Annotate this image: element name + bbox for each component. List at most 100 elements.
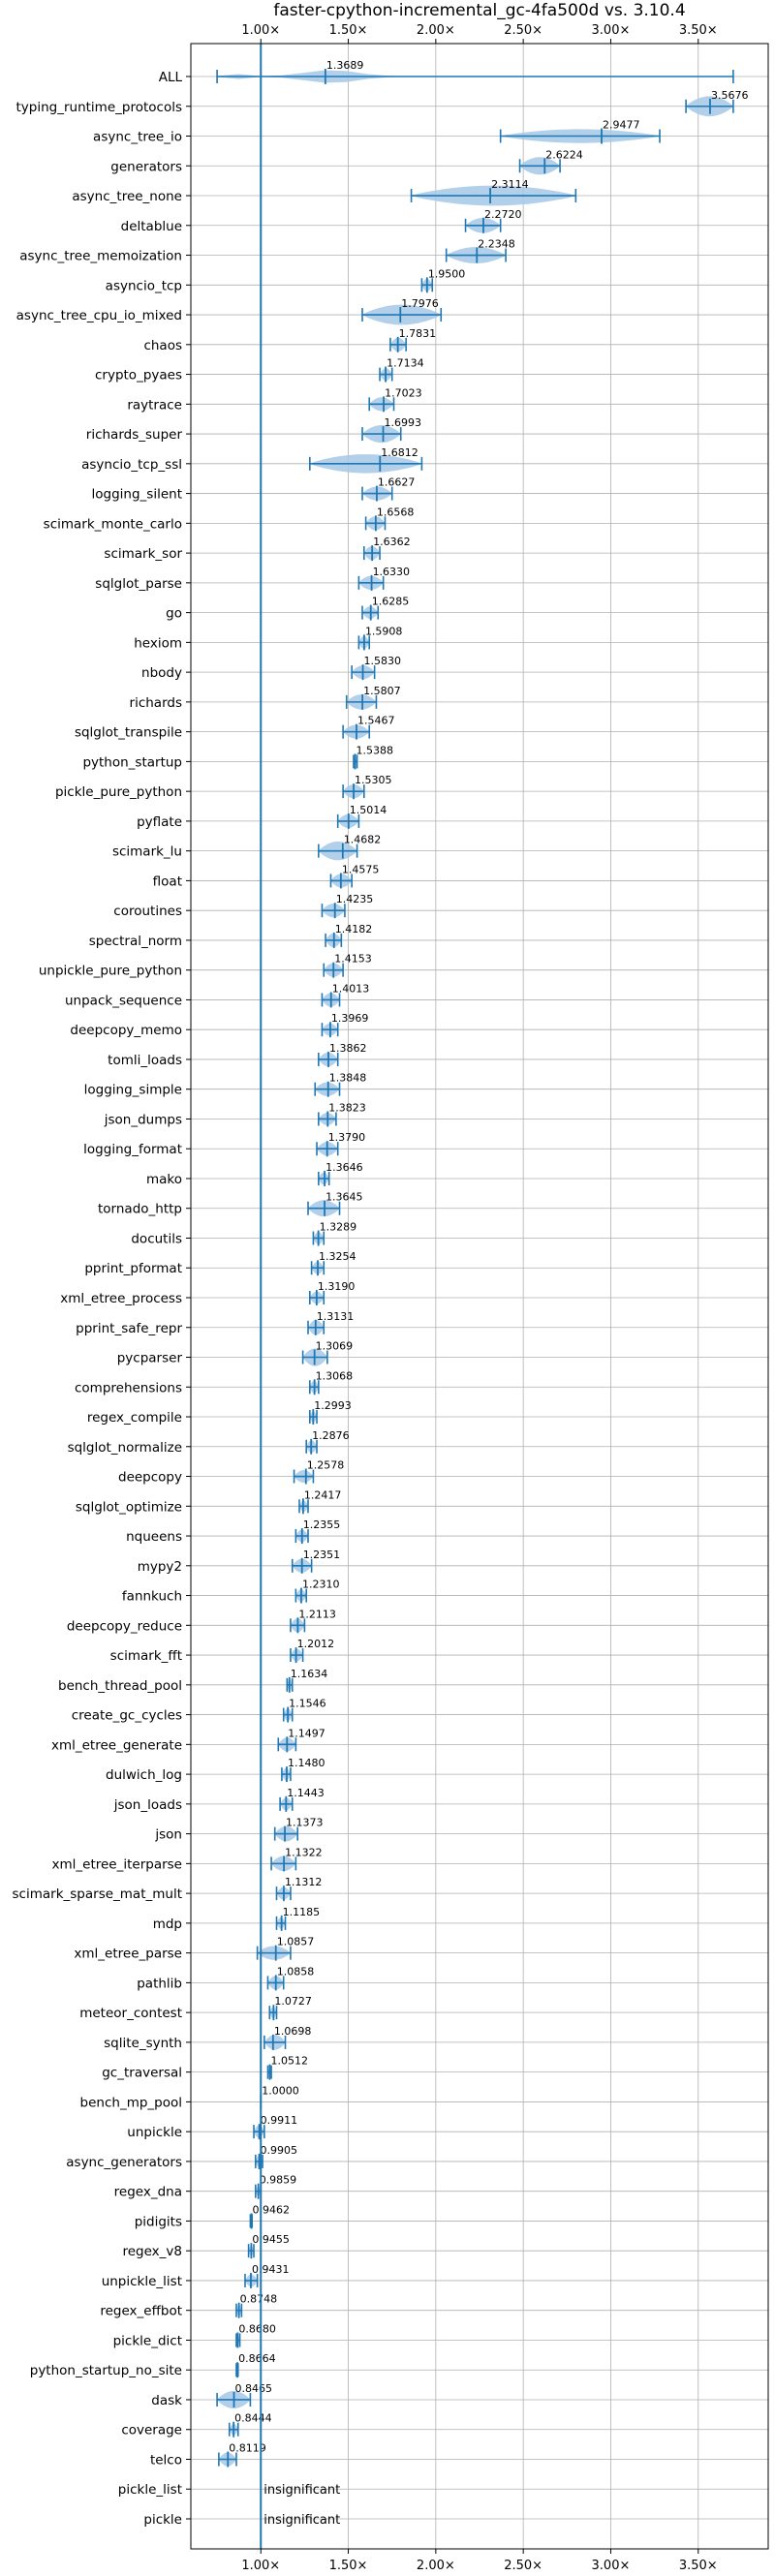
category-label: nqueens [126, 1529, 182, 1545]
value-label: 1.1443 [287, 1787, 325, 1799]
violin-regex_effbot [235, 2302, 243, 2318]
value-label: 1.1497 [288, 1727, 326, 1739]
violin-logging_simple [314, 1081, 341, 1097]
value-label: 1.2310 [302, 1579, 340, 1591]
category-label: unpack_sequence [65, 993, 182, 1008]
violin-pickle_pure_python [342, 783, 365, 800]
violin-spectral_norm [325, 932, 343, 948]
value-label: 1.6362 [373, 536, 411, 548]
category-label: sqlglot_optimize [76, 1499, 182, 1515]
value-label: 1.1185 [283, 1906, 321, 1918]
value-label: 1.3068 [316, 1369, 354, 1382]
violin-pycparser [301, 1348, 328, 1366]
category-label: scimark_lu [112, 844, 182, 860]
value-label: 2.2348 [478, 238, 514, 251]
category-label: dulwich_log [106, 1767, 182, 1783]
category-label: pickle_list [118, 2482, 182, 2498]
value-label: 1.4682 [344, 834, 382, 846]
value-label: 1.2351 [303, 1549, 341, 1561]
category-label: pidigits [135, 2214, 182, 2229]
category-label: raytrace [127, 397, 182, 413]
value-label: 1.6330 [373, 566, 411, 578]
category-label: mypy2 [138, 1559, 182, 1575]
violin-xml_etree_iterparse [270, 1855, 297, 1872]
category-label: hexiom [134, 635, 182, 651]
violin-unpickle_pure_python [323, 962, 344, 978]
value-label: 1.5014 [350, 804, 388, 816]
category-label: pprint_pformat [84, 1261, 182, 1276]
value-label: 1.2993 [314, 1399, 352, 1412]
violin-pyflate [336, 813, 360, 829]
value-label: 0.9859 [260, 2174, 297, 2187]
value-label: 1.6568 [377, 506, 415, 518]
value-label: 0.9905 [261, 2144, 298, 2157]
violin-create_gc_cycles [282, 1706, 294, 1723]
x-tick-label-top: 3.50× [679, 23, 718, 38]
value-label: 1.3254 [319, 1250, 356, 1263]
violin-async_tree_cpu_io_mixed [361, 304, 443, 325]
value-label: 2.2720 [484, 208, 522, 221]
violin-xml_etree_generate [277, 1736, 297, 1753]
category-label: async_tree_memoization [19, 249, 182, 264]
category-label: deepcopy [118, 1470, 182, 1486]
category-label: sqlglot_normalize [68, 1440, 182, 1456]
category-label: scimark_sor [104, 546, 182, 562]
category-label: pickle_dict [113, 2333, 182, 2348]
category-label: deltablue [121, 219, 182, 234]
category-label: unpickle_list [102, 2274, 182, 2289]
chart-title: faster-cpython-incremental_gc-4fa500d vs… [273, 1, 685, 20]
value-label: 1.0512 [270, 2055, 308, 2068]
category-label: pyflate [137, 814, 182, 830]
value-label: 2.6224 [545, 148, 583, 161]
value-label: 1.3645 [326, 1191, 363, 1204]
category-label: scimark_fft [110, 1648, 182, 1664]
violin-async_tree_memoization [445, 247, 507, 263]
value-label: 2.3114 [491, 178, 529, 191]
category-label: xml_etree_parse [74, 1947, 182, 1962]
category-label: scimark_monte_carlo [44, 516, 182, 532]
violin-raytrace [368, 396, 395, 413]
value-label: 1.3790 [328, 1131, 366, 1144]
violin-asyncio_tcp [420, 277, 434, 293]
category-label: tomli_loads [108, 1053, 182, 1068]
x-tick-label-top: 2.50× [504, 23, 542, 38]
value-label: 1.4575 [342, 863, 380, 875]
violin-tomli_loads [318, 1051, 339, 1067]
category-label: pprint_safe_repr [76, 1321, 182, 1336]
value-label: 1.2012 [297, 1638, 335, 1650]
value-label: 1.3190 [318, 1280, 356, 1293]
value-label: 1.5467 [357, 715, 395, 727]
violin-scimark_sor [362, 545, 381, 562]
value-label: 0.8664 [238, 2352, 276, 2365]
value-label: 1.0857 [277, 1936, 315, 1948]
category-label: create_gc_cycles [72, 1708, 182, 1724]
category-label: sqlglot_transpile [75, 725, 182, 741]
value-label: 1.7023 [385, 386, 422, 399]
value-label: 1.1634 [291, 1668, 328, 1680]
category-label: mako [146, 1172, 182, 1187]
violin-nbody [351, 664, 376, 681]
value-label: 1.1546 [289, 1698, 326, 1710]
category-label: pathlib [137, 1976, 182, 1991]
category-label: asyncio_tcp [106, 278, 182, 293]
value-label: 1.9500 [428, 267, 466, 280]
category-label: generators [110, 159, 182, 174]
value-label: 1.2417 [304, 1488, 342, 1501]
value-label: 1.3823 [328, 1101, 366, 1114]
x-tick-label-bottom: 3.00× [592, 2559, 631, 2573]
violin-scimark_fft [290, 1647, 304, 1664]
category-label: unpickle [127, 2125, 182, 2140]
category-label: xml_etree_generate [51, 1737, 182, 1753]
value-label: 1.5305 [355, 774, 392, 786]
violin-pathlib [266, 1975, 285, 1991]
value-label: 1.3969 [331, 1012, 369, 1025]
value-label: 1.6812 [381, 446, 418, 459]
violin-dulwich_log [281, 1766, 292, 1783]
value-label: 0.8748 [240, 2293, 278, 2306]
category-label: richards [130, 695, 182, 711]
x-tick-label-bottom: 3.50× [679, 2559, 718, 2573]
x-tick-label-bottom: 1.00× [241, 2559, 280, 2573]
category-label: richards_super [86, 427, 183, 443]
category-label: async_generators [66, 2155, 182, 2170]
value-label: 1.7134 [387, 357, 424, 370]
